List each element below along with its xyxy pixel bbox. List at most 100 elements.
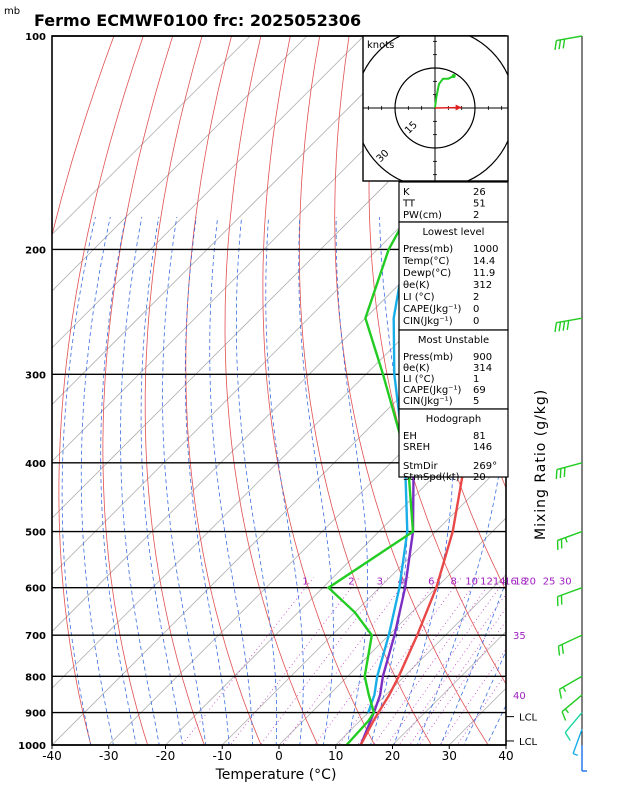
index-value: 1000 [473,244,498,255]
index-label: Temp(°C) [402,256,450,267]
wind-barb-flag [555,469,558,480]
wind-barb-flag [554,40,558,51]
dry-adiabat [52,36,115,237]
mixing-ratio-label: 30 [559,577,572,588]
dry-adiabat [584,36,618,760]
index-label: StmDir [403,461,438,472]
mixing-ratio-label: 6 [428,577,434,588]
index-value: 2 [473,210,479,221]
index-label: LI (°C) [403,292,435,303]
indices-section-header: Most Unstable [418,335,489,346]
index-value: 26 [473,187,486,198]
isotherm [278,517,506,745]
wind-barb-column [554,35,587,772]
y-tick-label: 300 [25,370,46,381]
mixing-ratio-label: 18 [514,577,527,588]
isotherm [52,36,308,292]
moist-adiabat [140,216,183,745]
index-label: CAPE(Jkg⁻¹) [403,304,461,315]
moist-adiabat [209,216,253,745]
mixing-ratio-line [372,577,495,745]
index-value: 81 [473,431,486,442]
moist-adiabat [120,216,160,745]
isotherm [52,36,478,462]
mixing-ratio-label: 2 [348,577,354,588]
x-tick-label: -20 [156,749,176,763]
index-label: θe(K) [403,363,430,374]
dry-adiabat [368,36,506,685]
mixing-ratio-label: 25 [543,577,556,588]
dry-adiabat [298,36,432,745]
isotherm [52,233,506,689]
y-tick-label: 800 [25,672,46,683]
wind-barb-flag [558,321,562,332]
wind-barb-flag [564,732,571,741]
x-tick-label: 0 [275,749,283,763]
dry-adiabat [224,36,319,745]
x-tick-label: 40 [498,749,513,763]
indices-section-header: Lowest level [423,227,485,238]
moist-adiabat [440,580,506,745]
y-tick-label: 600 [25,584,46,595]
index-label: TT [402,199,416,210]
mixing-ratio-label: 12 [480,577,493,588]
wind-barb-flag [558,39,562,50]
mixing-ratio-label: 14 [493,577,506,588]
hodograph-units: knots [367,40,394,51]
index-label: Press(mb) [403,352,453,363]
mixing-ratio-label: 1 [302,577,308,588]
mixing-ratio-line [456,672,506,745]
wind-barb-staff [572,728,583,754]
index-label: EH [403,431,417,442]
index-label: LI (°C) [403,374,435,385]
wind-barb-staff [556,317,583,324]
moist-adiabat [61,216,96,745]
index-label: CIN(Jkg⁻¹) [403,396,453,407]
x-tick-label: -30 [99,749,119,763]
indices-box [398,408,509,478]
index-value: 0 [473,316,479,327]
moist-adiabat [463,650,506,745]
index-value: 314 [473,363,492,374]
index-label: Dewp(°C) [403,268,451,279]
lcl-label: LCL [519,713,538,724]
wind-barb-staff [557,587,583,598]
hodograph-end [451,74,456,78]
index-value: 20 [473,472,486,483]
mixing-ratio-label: 3 [377,577,383,588]
x-tick-label: 30 [442,749,457,763]
mixing-ratio-label: 16 [504,577,517,588]
moist-adiabat [335,216,369,745]
wind-barb-flag [562,38,566,49]
theta-e-label: 40 [513,691,526,702]
mixing-ratio-line [314,577,440,745]
index-value: 1 [473,374,479,385]
index-label: θe(K) [403,280,430,291]
mixing-ratio-line [386,577,506,745]
isotherm [164,403,506,745]
y-tick-label: 1000 [18,741,46,752]
pressure-unit-label: mb [4,6,20,17]
isotherm [52,36,421,406]
wind-barb-half-flag [564,708,570,714]
wind-barb-flag [561,711,567,721]
dry-adiabat [102,36,174,745]
storm-motion-arrow [455,104,462,111]
index-label: Press(mb) [403,244,453,255]
wind-barb-staff [561,694,583,713]
wind-barb-flag [562,321,566,331]
isotherm [52,176,506,633]
wind-barb-staff [556,462,583,471]
isotherm [52,36,365,349]
y-tick-label: 700 [25,631,46,642]
y-tick-label: 900 [25,709,46,720]
moist-adiabat [184,216,230,745]
y-tick-label: 200 [25,245,46,256]
mixing-ratio-line [338,577,462,745]
isotherm [548,36,618,760]
hodograph-trace [434,75,455,109]
index-value: 146 [473,442,492,453]
mixing-ratio-axis-label: Mixing Ratio (g/kg) [533,389,549,540]
indices-section-header: Hodograph [426,414,481,425]
